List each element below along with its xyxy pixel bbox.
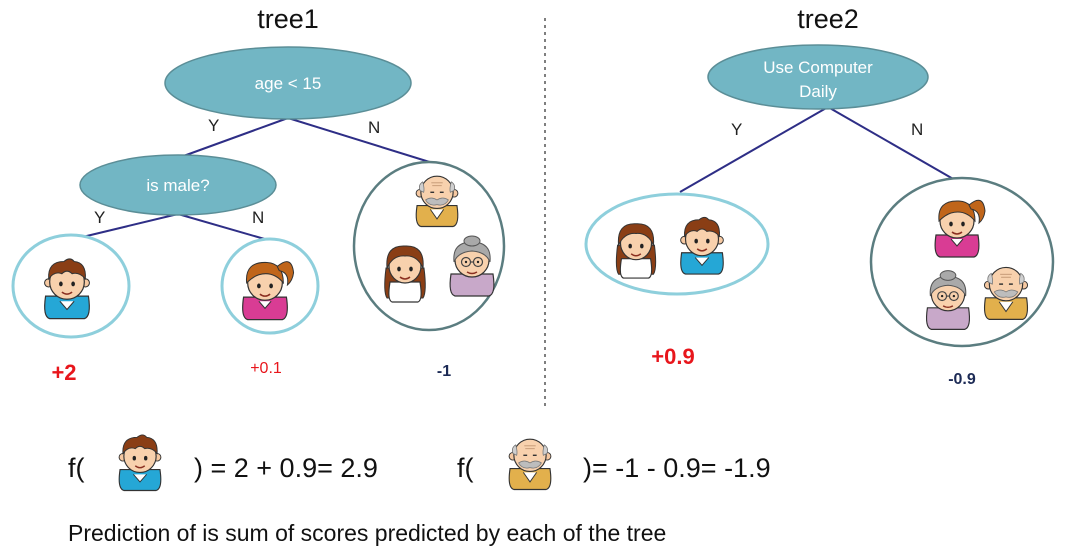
grandpa-face-icon [508, 438, 552, 491]
boy-face-icon [679, 216, 725, 275]
tree1-male-node [79, 154, 277, 216]
tree2-root-label-line1: Use Computer [763, 58, 873, 77]
boy-face-icon [118, 434, 162, 492]
tree2-edge-label-n: N [911, 120, 923, 139]
formula-grandpa-open: f( [457, 453, 474, 483]
tree2-leaf1-score: +0.9 [651, 344, 694, 369]
tree2-edge-label-y: Y [731, 120, 742, 139]
tree2-title: tree2 [797, 4, 859, 34]
tree1-edge-root-right [287, 117, 437, 165]
tree2-root-node [707, 44, 929, 110]
caption: Prediction of is sum of scores predicted… [68, 520, 666, 546]
tree1-edge-label-n2: N [252, 208, 264, 227]
tree2-root-label-line2: Daily [799, 82, 837, 101]
formula-boy: f( ) = 2 + 0.9= 2.9 [68, 434, 378, 492]
formula-grandpa: f( )= -1 - 0.9= -1.9 [457, 438, 771, 491]
tree2-edge-right [827, 106, 956, 181]
tree1-edge-male-right [177, 213, 269, 241]
tree1-edge-label-y: Y [208, 116, 219, 135]
formula-boy-result: ) = 2 + 0.9= 2.9 [194, 453, 378, 483]
tree1-root-node [164, 46, 412, 120]
mother-face-icon [383, 245, 427, 303]
tree1-edge-label-n: N [368, 118, 380, 137]
formula-grandpa-result: )= -1 - 0.9= -1.9 [583, 453, 771, 483]
tree1-leaf1-score: +2 [51, 360, 76, 385]
tree2-leaf-young [584, 192, 770, 296]
tree1-leaf3-score: -1 [437, 363, 451, 380]
tree1: Y N Y N age < 15 is male? +2 +0.1 -1 [11, 46, 506, 385]
tree1-leaf2-score: +0.1 [250, 360, 282, 377]
formula-boy-open: f( [68, 453, 85, 483]
tree2-leaf2-score: -0.9 [948, 371, 976, 388]
tree2-edge-left [679, 106, 829, 193]
boy-face-icon [43, 258, 91, 320]
tree1-edge-root-left [177, 117, 289, 159]
tree1-title: tree1 [257, 4, 319, 34]
tree1-edge-label-y2: Y [94, 208, 105, 227]
tree1-root-label: age < 15 [255, 74, 322, 93]
tree2: Y N Use Computer Daily +0.9 -0.9 [584, 44, 1055, 388]
tree1-male-label: is male? [146, 176, 209, 195]
mother-face-icon [615, 223, 657, 279]
